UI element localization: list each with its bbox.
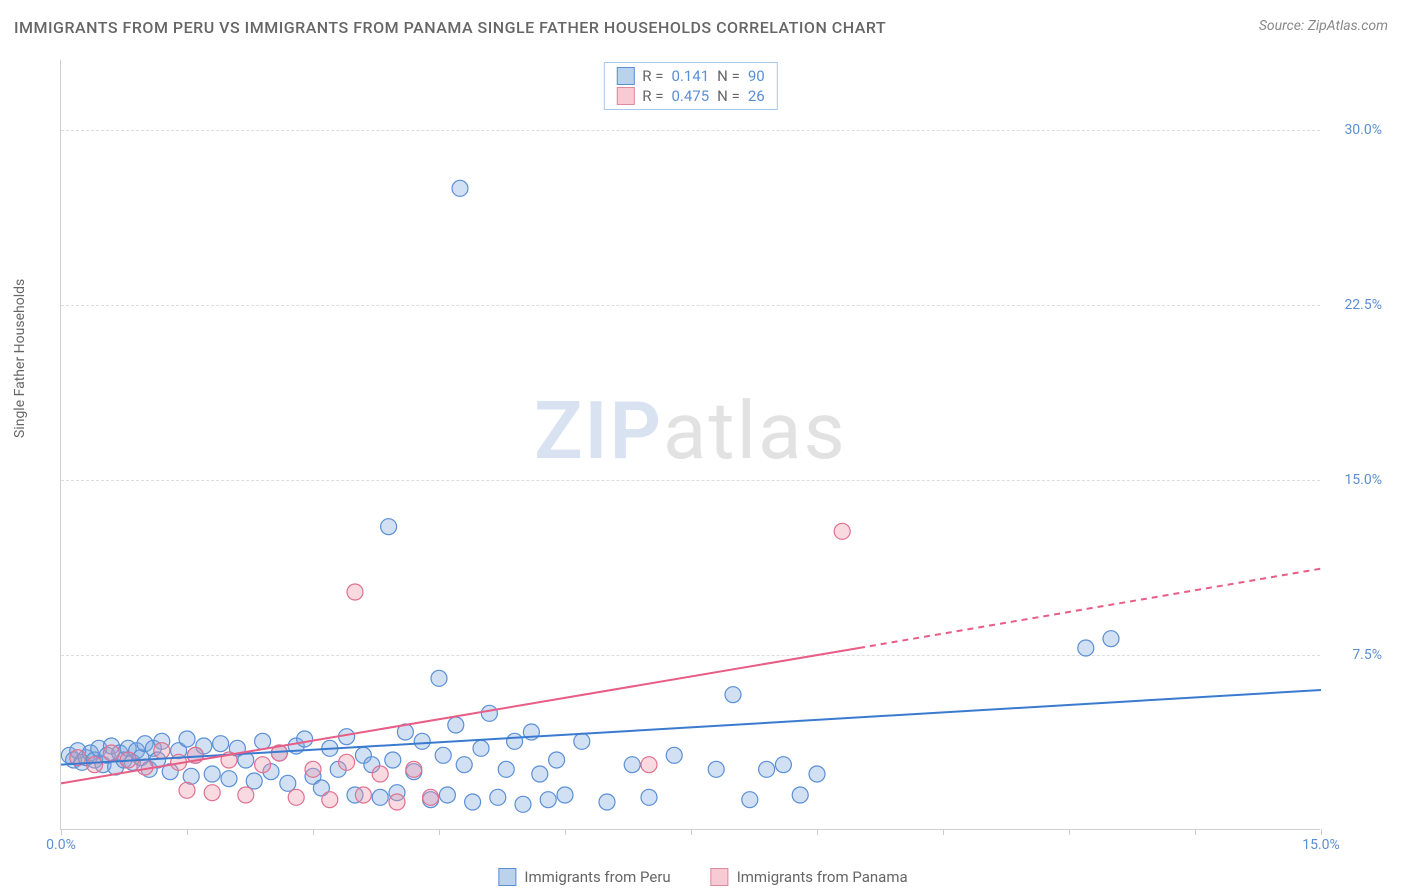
scatter-svg [61,60,1320,829]
peru-N-value: 90 [748,67,765,85]
x-tick-mark [439,829,440,835]
x-tick-label: 15.0% [1302,837,1340,853]
series-legend: Immigrants from Peru Immigrants from Pan… [498,868,907,886]
peru-label: Immigrants from Peru [524,868,670,886]
y-axis-label: Single Father Households [12,279,28,438]
x-tick-mark [313,829,314,835]
x-tick-mark [1069,829,1070,835]
swatch-blue [616,67,634,85]
legend-N-label-2: N = [717,87,740,105]
panama-R-value: 0.475 [671,87,709,105]
correlation-legend: R = 0.141 N = 90 R = 0.475 N = 26 [603,62,777,110]
x-tick-mark [817,829,818,835]
source-attribution: Source: ZipAtlas.com [1259,18,1388,34]
y-tick-label: 15.0% [1327,472,1382,488]
legend-R-label-2: R = [642,87,663,105]
legend-item-panama: Immigrants from Panama [711,868,908,886]
x-tick-mark [943,829,944,835]
legend-row-panama: R = 0.475 N = 26 [616,87,764,105]
x-tick-label: 0.0% [46,837,76,853]
legend-R-label: R = [642,67,663,85]
panama-label: Immigrants from Panama [737,868,908,886]
regression-lines [61,569,1321,784]
panama-N-value: 26 [748,87,765,105]
chart-title: IMMIGRANTS FROM PERU VS IMMIGRANTS FROM … [14,18,886,37]
y-tick-label: 30.0% [1327,122,1382,138]
y-tick-label: 7.5% [1327,647,1382,663]
swatch-pink [616,87,634,105]
swatch-blue-bottom [498,868,516,886]
x-tick-mark [1195,829,1196,835]
x-tick-mark [187,829,188,835]
swatch-pink-bottom [711,868,729,886]
y-tick-label: 22.5% [1327,297,1382,313]
x-tick-mark [565,829,566,835]
x-tick-mark [1321,829,1322,835]
legend-row-peru: R = 0.141 N = 90 [616,67,764,85]
peru-R-value: 0.141 [671,67,709,85]
peru-points [61,180,1119,812]
x-tick-mark [61,829,62,835]
x-tick-mark [691,829,692,835]
legend-N-label: N = [717,67,740,85]
legend-item-peru: Immigrants from Peru [498,868,670,886]
chart-plot-area: ZIPatlas R = 0.141 N = 90 R = 0.475 N = … [60,60,1320,830]
